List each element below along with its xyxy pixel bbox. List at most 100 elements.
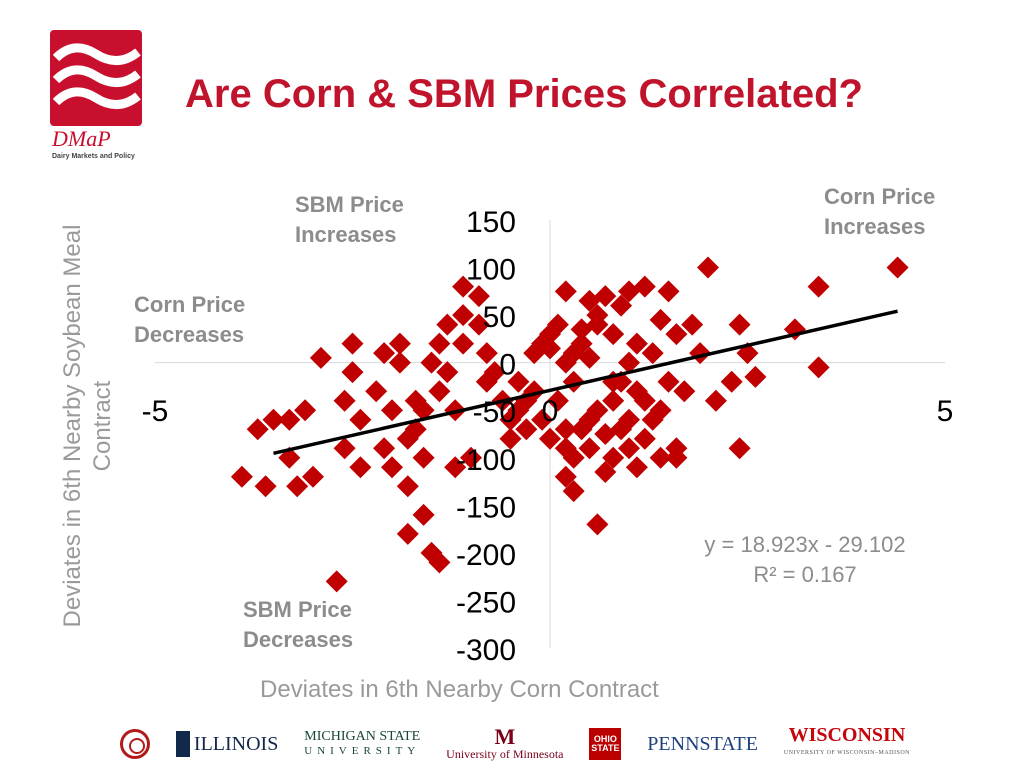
data-point bbox=[633, 275, 656, 298]
data-point bbox=[262, 408, 285, 431]
data-point bbox=[452, 275, 475, 298]
data-point bbox=[246, 418, 269, 441]
data-point bbox=[396, 427, 419, 450]
data-point bbox=[720, 370, 743, 393]
data-point bbox=[602, 389, 625, 412]
data-point bbox=[618, 408, 640, 431]
y-axis-title: Deviates in 6th Nearby Soybean Meal Cont… bbox=[59, 224, 116, 628]
michigan-state-line2: UNIVERSITY bbox=[304, 745, 421, 757]
data-point bbox=[633, 389, 656, 412]
data-point bbox=[649, 399, 672, 422]
data-point bbox=[681, 313, 704, 336]
data-point bbox=[341, 332, 364, 355]
data-point bbox=[507, 370, 530, 393]
y-tick-label: -150 bbox=[456, 491, 516, 524]
trendline-r-squared: R² = 0.167 bbox=[753, 562, 857, 587]
data-point bbox=[373, 342, 396, 365]
data-point bbox=[570, 332, 593, 355]
data-point bbox=[254, 475, 277, 498]
data-point bbox=[554, 280, 577, 303]
data-point bbox=[625, 456, 648, 479]
data-point bbox=[610, 294, 633, 317]
data-point bbox=[649, 308, 672, 331]
data-point bbox=[230, 465, 253, 488]
wisconsin-wordmark: WISCONSIN bbox=[788, 724, 906, 746]
y-tick-label: -100 bbox=[456, 444, 516, 477]
data-point bbox=[349, 408, 372, 431]
data-point bbox=[657, 370, 680, 393]
data-point bbox=[302, 465, 324, 488]
data-point bbox=[436, 361, 459, 384]
data-point bbox=[412, 446, 435, 469]
data-point bbox=[602, 446, 625, 469]
data-point bbox=[673, 380, 696, 403]
data-point bbox=[570, 318, 593, 341]
illinois-wordmark: ILLINOIS bbox=[193, 732, 279, 755]
data-point bbox=[618, 351, 640, 374]
y-tick-label: 100 bbox=[466, 254, 516, 287]
trendline bbox=[273, 309, 898, 456]
minnesota-logo: M University of Minnesota bbox=[446, 724, 563, 762]
penn-state-wordmark: PENNSTATE bbox=[647, 732, 758, 755]
data-point bbox=[523, 342, 546, 365]
data-point bbox=[515, 418, 538, 441]
quadrant-label-sbm-up: SBM Price Increases bbox=[295, 190, 404, 250]
data-point bbox=[618, 437, 640, 460]
wisconsin-logo: WISCONSIN UNIVERSITY OF WISCONSIN–MADISO… bbox=[784, 724, 910, 762]
data-point bbox=[286, 475, 309, 498]
quadrant-label-sbm-down: SBM Price Decreases bbox=[243, 595, 353, 655]
data-point bbox=[294, 399, 317, 422]
data-point bbox=[333, 389, 356, 412]
y-tick-label: 0 bbox=[499, 349, 516, 382]
data-point bbox=[428, 380, 451, 403]
data-point bbox=[562, 480, 585, 503]
illinois-logo: ILLINOIS bbox=[175, 731, 279, 757]
x-tick-label: 5 bbox=[937, 395, 954, 428]
data-point bbox=[807, 275, 830, 298]
data-point bbox=[467, 285, 490, 308]
data-point bbox=[420, 351, 443, 374]
data-point bbox=[333, 437, 356, 460]
data-point bbox=[475, 370, 498, 393]
data-point bbox=[309, 346, 332, 369]
data-point bbox=[373, 437, 396, 460]
page-title: Are Corn & SBM Prices Correlated? bbox=[185, 72, 863, 116]
data-point bbox=[570, 418, 593, 441]
data-point bbox=[539, 427, 561, 450]
quadrant-label-sbm-up-text: SBM Price Increases bbox=[295, 192, 404, 247]
data-point bbox=[594, 423, 617, 445]
data-point bbox=[388, 351, 411, 374]
y-tick-label: -300 bbox=[456, 634, 516, 667]
data-point bbox=[388, 332, 411, 355]
data-point bbox=[618, 280, 640, 303]
data-point bbox=[578, 346, 601, 369]
ohio-state-wordmark: OHIO STATE bbox=[591, 734, 620, 753]
x-tick-label: -5 bbox=[142, 395, 169, 428]
data-point bbox=[641, 342, 664, 365]
data-point bbox=[554, 418, 577, 441]
data-point bbox=[396, 475, 419, 498]
data-point bbox=[728, 313, 751, 336]
data-point bbox=[546, 389, 569, 412]
michigan-state-logo: MICHIGAN STATE UNIVERSITY bbox=[304, 729, 420, 759]
data-point bbox=[412, 503, 435, 526]
quadrant-label-corn-up: Corn Price Increases bbox=[824, 182, 935, 242]
data-point bbox=[396, 522, 419, 545]
data-point bbox=[554, 437, 577, 460]
data-point bbox=[665, 323, 688, 346]
data-point bbox=[586, 513, 609, 536]
data-point bbox=[697, 256, 719, 279]
trendline-equation: y = 18.923x - 29.102 bbox=[704, 532, 906, 557]
data-point bbox=[807, 356, 830, 379]
data-point bbox=[554, 465, 577, 488]
footer-logos: ILLINOIS MICHIGAN STATE UNIVERSITY M Uni… bbox=[120, 722, 910, 766]
data-point bbox=[325, 570, 348, 593]
data-point bbox=[404, 389, 427, 412]
y-tick-label: 150 bbox=[466, 206, 516, 239]
data-point bbox=[428, 332, 451, 355]
y-tick-label: -50 bbox=[473, 396, 516, 429]
minnesota-m-mark: M bbox=[494, 724, 516, 749]
data-point bbox=[633, 427, 656, 450]
data-point bbox=[381, 399, 403, 422]
